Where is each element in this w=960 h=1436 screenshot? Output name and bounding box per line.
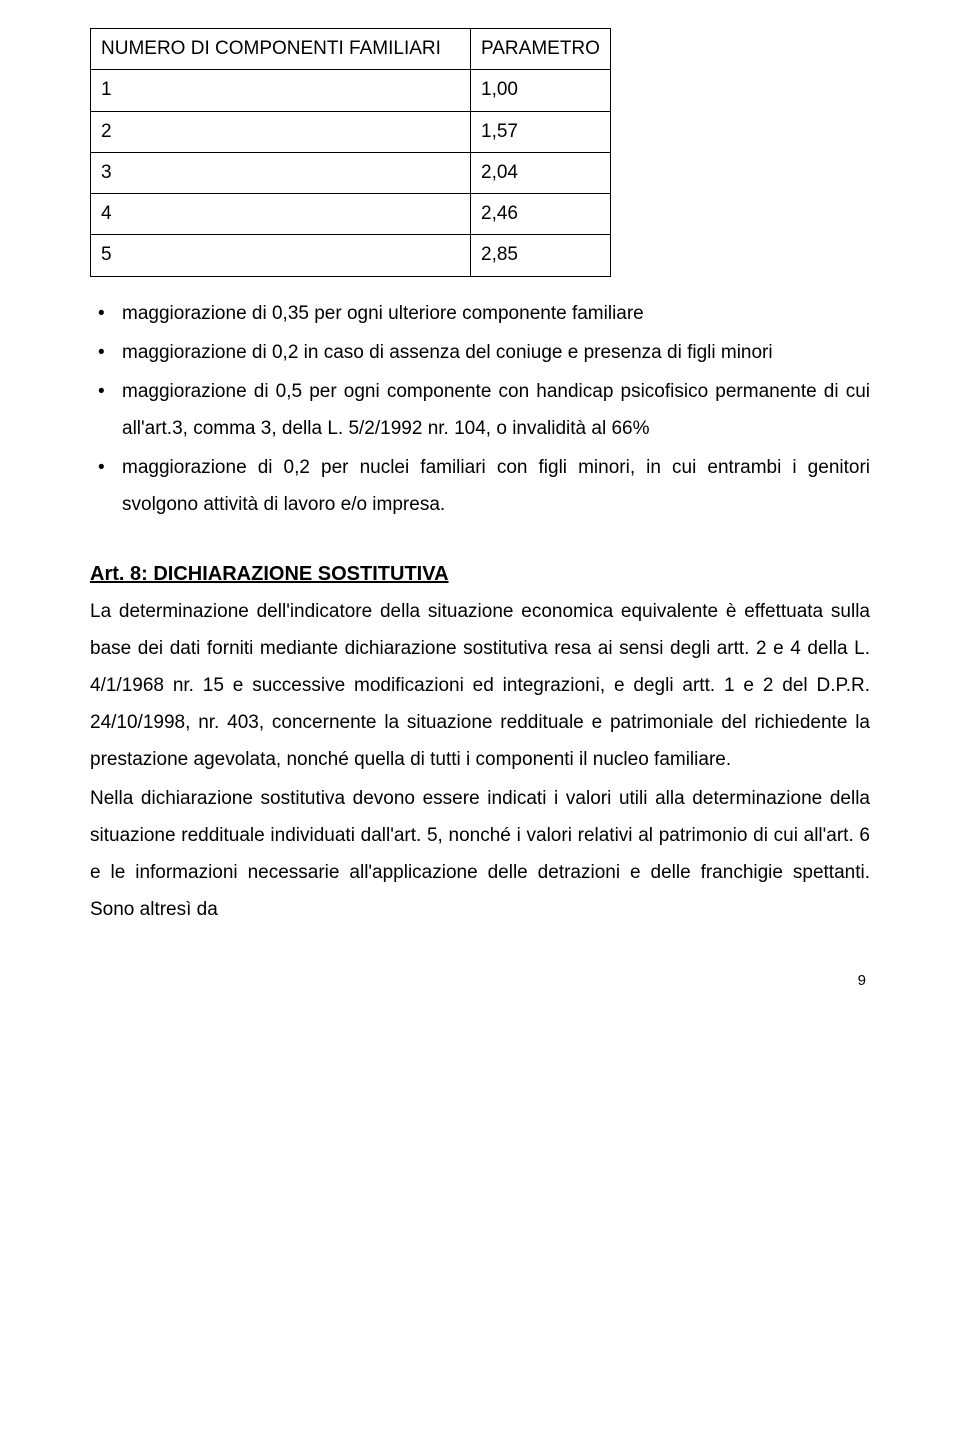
table-cell: 5 bbox=[91, 235, 471, 276]
table-row: 4 2,46 bbox=[91, 194, 611, 235]
table-cell: 2,04 bbox=[471, 152, 611, 193]
table-cell: 4 bbox=[91, 194, 471, 235]
table-cell: 2,46 bbox=[471, 194, 611, 235]
list-item: maggiorazione di 0,5 per ogni componente… bbox=[122, 373, 870, 447]
table-cell: 2 bbox=[91, 111, 471, 152]
table-row: 5 2,85 bbox=[91, 235, 611, 276]
list-item: maggiorazione di 0,2 in caso di assenza … bbox=[122, 334, 870, 371]
table-row: 1 1,00 bbox=[91, 70, 611, 111]
table-header-componenti: NUMERO DI COMPONENTI FAMILIARI bbox=[91, 29, 471, 70]
table-row: 3 2,04 bbox=[91, 152, 611, 193]
table-cell: 1 bbox=[91, 70, 471, 111]
list-item: maggiorazione di 0,35 per ogni ulteriore… bbox=[122, 295, 870, 332]
list-item: maggiorazione di 0,2 per nuclei familiar… bbox=[122, 449, 870, 523]
table-header-parametro: PARAMETRO bbox=[471, 29, 611, 70]
table-cell: 2,85 bbox=[471, 235, 611, 276]
article-paragraph: La determinazione dell'indicatore della … bbox=[90, 593, 870, 778]
maggiorazione-list: maggiorazione di 0,35 per ogni ulteriore… bbox=[90, 295, 870, 523]
page-number: 9 bbox=[90, 968, 870, 994]
table-row: 2 1,57 bbox=[91, 111, 611, 152]
table-cell: 1,00 bbox=[471, 70, 611, 111]
article-heading: Art. 8: DICHIARAZIONE SOSTITUTIVA bbox=[90, 557, 870, 591]
table-cell: 3 bbox=[91, 152, 471, 193]
article-paragraph: Nella dichiarazione sostitutiva devono e… bbox=[90, 780, 870, 928]
parametro-table: NUMERO DI COMPONENTI FAMILIARI PARAMETRO… bbox=[90, 28, 611, 277]
table-cell: 1,57 bbox=[471, 111, 611, 152]
